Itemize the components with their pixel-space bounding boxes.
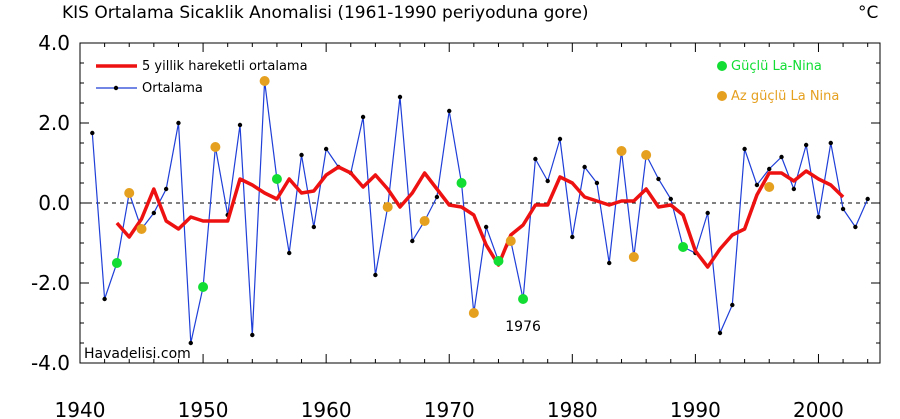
ortalama-point [250,332,255,338]
weak-la-nina-marker [382,202,393,212]
ortalama-point [397,94,403,100]
y-tick-label: 4.0 [38,31,70,55]
legend-moving-average-label: 5 yillik hareketli ortalama [142,59,308,74]
x-tick-label: 1940 [55,398,106,419]
ortalama-point [299,152,304,158]
ortalama-point [163,186,169,192]
legend-weak-la-nina-dot [717,91,727,101]
ortalama-point [742,146,747,152]
watermark: Havadelisi.com [84,346,191,362]
ortalama-point [730,302,735,308]
weak-la-nina-marker [616,146,627,156]
ortalama-point [828,140,833,146]
legend-ortalama-dot [113,85,119,91]
x-tick-label: 1990 [670,398,721,419]
ortalama-point [865,196,870,202]
marker-legend: Güçlü La-Nina Az güçlü La Nina [717,59,839,104]
weak-la-nina-marker [628,252,639,262]
strong-la-nina-marker [518,294,529,304]
ortalama-point [410,238,415,244]
ortalama-point [607,260,612,266]
ortalama-point [237,122,243,128]
ortalama-point [557,136,563,142]
ortalama-point [582,164,587,170]
weak-la-nina-marker [136,224,147,234]
ortalama-point [705,210,710,216]
legend-strong-la-nina-label: Güçlü La-Nina [731,59,822,74]
x-tick-label: 1970 [424,398,475,419]
strong-la-nina-marker [456,178,467,188]
series-moving-average-line [115,165,845,269]
ortalama-point [717,330,723,336]
ortalama-point [434,194,440,200]
la-nina-markers [111,76,775,318]
ortalama-point [791,186,797,192]
strong-la-nina-marker [271,174,282,184]
y-tick-label: -2.0 [31,271,70,295]
series-ortalama-line [91,80,869,344]
legend-strong-la-nina-dot [717,61,727,71]
strong-la-nina-marker [198,282,209,292]
y-tick-label: 0.0 [38,191,70,215]
ortalama-point [176,120,181,126]
annotations: 1976 [505,319,541,335]
ortalama-point [767,166,772,172]
strong-la-nina-marker [111,258,122,268]
ortalama-point [754,182,760,188]
ortalama-point [90,130,95,136]
ortalama-point [668,196,673,202]
legend-weak-la-nina-label: Az güçlü La Nina [731,89,839,104]
y-tick-label: -4.0 [31,351,70,375]
legend-ortalama-label: Ortalama [142,81,203,96]
strong-la-nina-marker [678,242,689,252]
ortalama-point [447,108,452,114]
annotation-label: 1976 [505,319,541,335]
ortalama-point [594,180,600,186]
legend: 5 yillik hareketli ortalama Ortalama [96,59,308,96]
ortalama-point [323,146,329,152]
weak-la-nina-marker [419,216,430,226]
ortalama-point [287,250,292,256]
ortalama-point [853,224,858,230]
x-tick-label: 2000 [793,398,844,419]
ortalama-point [373,272,378,278]
ortalama-point [533,156,538,162]
ortalama-point [840,206,846,212]
ortalama-point [188,340,193,346]
x-tick-label: 1950 [178,398,229,419]
ortalama-point [360,114,366,120]
ortalama-point [102,296,107,302]
ortalama-point [816,214,821,220]
weak-la-nina-marker [210,142,221,152]
ortalama-point [570,234,575,240]
x-tick-label: 1980 [547,398,598,419]
weak-la-nina-marker [259,76,270,86]
x-tick-label: 1960 [301,398,352,419]
weak-la-nina-marker [124,188,135,198]
ortalama-point [803,142,809,148]
unit-label: °C [858,3,878,23]
ortalama-point [779,154,784,160]
strong-la-nina-marker [493,256,504,266]
chart-title: KIS Ortalama Sicaklik Anomalisi (1961-19… [62,3,589,23]
ortalama-point [311,224,317,230]
series-layer [90,78,870,346]
weak-la-nina-marker [468,308,479,318]
x-axis: 1940 1950 1960 1970 1980 1990 2000 [55,43,869,419]
weak-la-nina-marker [764,182,775,192]
weak-la-nina-marker [641,150,652,160]
weak-la-nina-marker [505,236,516,246]
ortalama-point [656,176,661,182]
ortalama-point [545,178,550,184]
y-tick-label: 2.0 [38,111,70,135]
ortalama-point [483,224,489,230]
ortalama-point [151,210,157,216]
